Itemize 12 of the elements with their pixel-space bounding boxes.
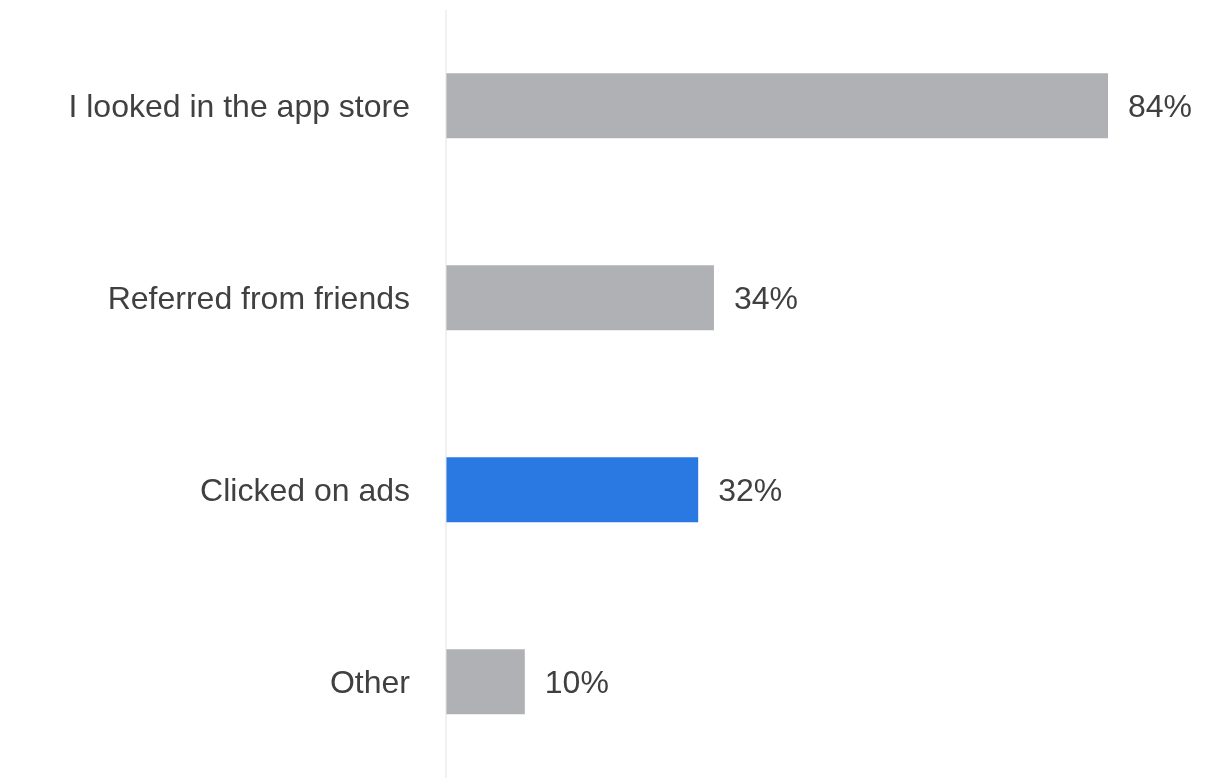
y-tick-label: I looked in the app store bbox=[68, 88, 410, 125]
bar bbox=[446, 457, 699, 523]
bar bbox=[446, 649, 525, 715]
bar bbox=[446, 73, 1108, 139]
data-label: 34% bbox=[733, 280, 798, 317]
data-label: 10% bbox=[544, 664, 609, 701]
y-tick-label: Referred from friends bbox=[107, 280, 410, 317]
data-label: 32% bbox=[718, 472, 783, 509]
data-label: 84% bbox=[1128, 88, 1193, 125]
bar bbox=[446, 265, 714, 331]
y-tick-label: Other bbox=[329, 664, 411, 701]
y-tick-label: Clicked on ads bbox=[200, 472, 410, 509]
